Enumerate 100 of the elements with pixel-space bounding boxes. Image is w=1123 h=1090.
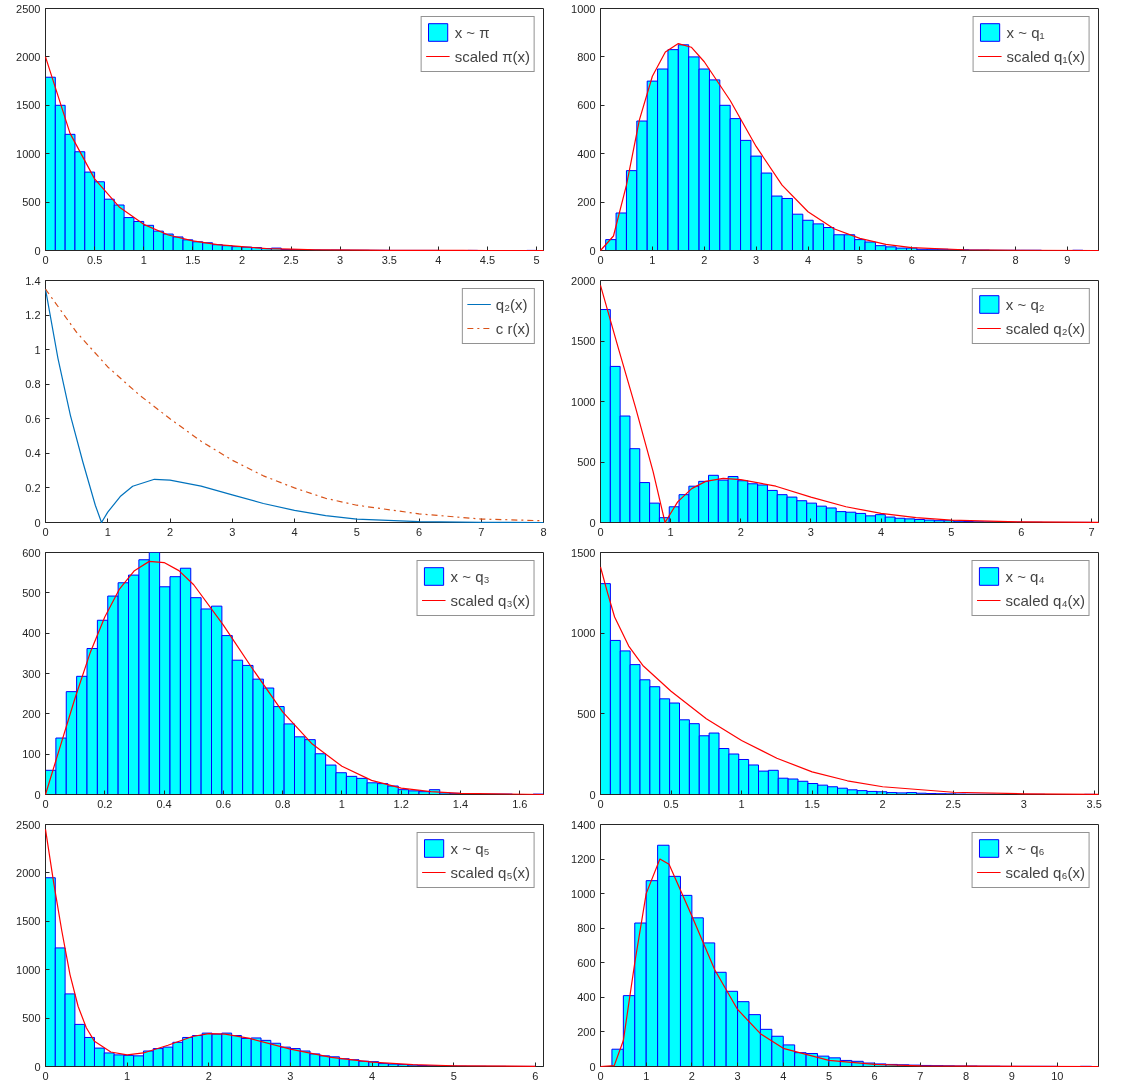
y-tick-label: 500 (22, 1012, 41, 1025)
x-tick-label: 1.6 (512, 797, 528, 810)
y-tick-label: 1 (34, 343, 41, 356)
y-tick-label: 1500 (16, 915, 41, 928)
x-tick-label: 6 (871, 1069, 878, 1082)
x-tick-label: 4 (435, 253, 442, 266)
x-tick-label: 3 (753, 253, 760, 266)
y-tick-label: 1.2 (25, 309, 41, 322)
legend-label: x ~ q₂ (1005, 295, 1045, 313)
x-tick-label: 0 (42, 797, 49, 810)
x-tick-label: 2 (166, 525, 174, 538)
x-tick-label: 3 (287, 1069, 294, 1082)
x-tick-label: 2 (205, 1069, 212, 1082)
x-tick-label: 0 (42, 253, 49, 266)
y-tick-label: 2000 (571, 274, 596, 287)
x-tick-label: 1 (104, 525, 111, 538)
x-tick-label: 4 (291, 525, 298, 538)
x-tick-label: 4 (878, 525, 885, 538)
x-tick-label: 4 (804, 253, 812, 266)
x-tick-label: 0 (42, 1069, 49, 1082)
legend-label: c r(x) (495, 319, 530, 337)
legend-label: x ~ q₅ (450, 839, 490, 857)
x-tick-label: 0.2 (97, 797, 113, 810)
y-tick-label: 1000 (571, 395, 596, 408)
y-tick-label: 2000 (16, 866, 41, 879)
legend-label: x ~ q₃ (450, 567, 490, 585)
y-tick-label: 1.4 (25, 274, 41, 287)
legend-label: scaled q₄(x) (1005, 591, 1085, 609)
x-tick-label: 0.6 (215, 797, 232, 810)
x-tick-label: 5 (450, 1069, 457, 1082)
legend-label: x ~ q₆ (1005, 839, 1045, 857)
y-tick-label: 500 (577, 707, 596, 720)
y-tick-label: 0.8 (25, 378, 41, 391)
legend-label: scaled q₅(x) (450, 863, 530, 881)
x-tick-label: 8 (540, 525, 547, 538)
y-tick-label: 1000 (571, 2, 596, 15)
legend-label: scaled q₃(x) (450, 591, 530, 609)
x-tick-label: 0.5 (86, 253, 103, 266)
x-tick-label: 7 (917, 1069, 924, 1082)
y-tick-label: 1500 (571, 546, 596, 559)
y-tick-label: 600 (22, 546, 41, 559)
y-tick-label: 2500 (16, 2, 41, 15)
legend-label: scaled π(x) (454, 47, 530, 65)
y-tick-label: 800 (577, 922, 596, 935)
x-tick-label: 9 (1008, 1069, 1015, 1082)
x-tick-label: 0 (597, 253, 604, 266)
y-tick-label: 800 (577, 50, 596, 63)
y-tick-label: 400 (22, 627, 41, 640)
x-tick-label: 0.8 (275, 797, 291, 810)
y-tick-label: 1000 (571, 627, 596, 640)
x-tick-label: 0.5 (663, 797, 679, 810)
y-tick-label: 1200 (571, 853, 596, 866)
legend-label: scaled q₁(x) (1006, 47, 1085, 65)
x-tick-label: 2 (688, 1069, 695, 1082)
x-tick-label: 7 (1088, 525, 1095, 538)
y-tick-label: 400 (577, 991, 596, 1004)
y-tick-label: 1500 (16, 99, 41, 112)
x-tick-label: 9 (1064, 253, 1071, 266)
y-tick-label: 500 (577, 456, 596, 468)
x-tick-label: 0.4 (156, 797, 172, 810)
x-tick-label: 2.5 (945, 797, 961, 810)
x-tick-label: 6 (1018, 525, 1025, 538)
y-tick-label: 600 (577, 99, 596, 112)
legend-label: scaled q₂(x) (1005, 319, 1085, 337)
y-tick-label: 0.4 (25, 447, 41, 460)
y-tick-label: 1400 (571, 818, 596, 831)
y-tick-label: 0 (589, 516, 596, 529)
x-tick-label: 1 (124, 1069, 131, 1082)
x-tick-label: 1.2 (393, 797, 409, 810)
y-tick-label: 0.2 (25, 481, 41, 494)
y-tick-label: 0 (34, 788, 41, 801)
legend-label: x ~ q₄ (1005, 567, 1045, 585)
x-tick-label: 1 (140, 253, 147, 266)
x-tick-label: 6 (415, 525, 423, 538)
y-tick-label: 1000 (16, 963, 41, 976)
y-tick-label: 200 (22, 707, 41, 720)
x-tick-label: 8 (1012, 253, 1019, 266)
x-tick-label: 0 (597, 525, 604, 538)
x-tick-label: 3 (229, 525, 236, 538)
y-tick-label: 600 (577, 956, 596, 969)
y-tick-label: 2500 (16, 818, 41, 831)
y-tick-label: 1500 (571, 335, 596, 347)
y-tick-label: 0 (589, 788, 596, 801)
x-tick-label: 4 (369, 1069, 376, 1082)
x-tick-label: 5 (948, 525, 955, 538)
x-tick-label: 3 (734, 1069, 741, 1082)
x-tick-label: 2 (701, 253, 708, 266)
x-tick-label: 1.4 (452, 797, 469, 810)
legend-label: x ~ π (454, 23, 490, 41)
x-tick-label: 5 (856, 253, 863, 266)
y-tick-label: 200 (577, 196, 596, 209)
x-tick-label: 3 (807, 525, 814, 538)
y-tick-label: 300 (22, 667, 41, 680)
y-tick-label: 200 (577, 1025, 596, 1038)
y-tick-label: 0 (34, 244, 41, 257)
x-tick-label: 2 (879, 797, 886, 810)
y-tick-label: 0 (34, 516, 41, 529)
x-tick-label: 3.5 (381, 253, 397, 266)
x-tick-label: 10 (1051, 1069, 1064, 1082)
x-tick-label: 2.5 (283, 253, 299, 266)
